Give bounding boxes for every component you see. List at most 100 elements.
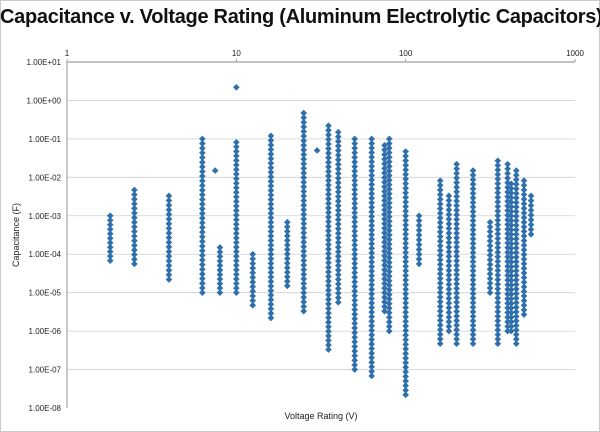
data-point — [351, 218, 358, 226]
data-point — [520, 301, 528, 309]
data-point — [504, 258, 511, 265]
data-point — [368, 359, 375, 366]
data-point — [165, 229, 173, 237]
data-point — [325, 282, 332, 289]
data-point — [368, 363, 375, 371]
data-point — [402, 198, 409, 206]
data-point — [351, 273, 358, 281]
data-point — [504, 188, 511, 196]
data-point — [267, 200, 275, 208]
data-point — [351, 140, 358, 147]
data-point — [233, 207, 240, 214]
data-point — [325, 200, 332, 207]
data-point — [385, 153, 393, 161]
data-point — [334, 239, 342, 246]
data-point — [507, 208, 515, 215]
data-point — [131, 223, 138, 231]
data-point — [527, 211, 535, 219]
data-point — [385, 140, 393, 147]
data-point — [469, 212, 477, 220]
data-point — [300, 224, 308, 232]
data-point — [300, 178, 308, 186]
data-point — [512, 226, 520, 234]
data-point — [507, 254, 515, 261]
data-point — [300, 289, 308, 297]
data-point — [267, 214, 275, 222]
data-point — [494, 299, 502, 306]
data-point — [504, 207, 511, 214]
data-point — [453, 202, 460, 209]
data-point — [436, 205, 444, 212]
data-point — [504, 211, 511, 219]
data-point — [284, 250, 291, 258]
data-point — [300, 169, 308, 177]
data-point — [300, 211, 308, 218]
data-point — [351, 278, 358, 286]
data-point — [445, 201, 453, 209]
data-point — [402, 203, 409, 210]
data-point — [436, 275, 444, 282]
data-point — [334, 225, 342, 233]
data-point — [385, 323, 393, 330]
data-point — [284, 278, 291, 285]
data-point — [520, 241, 528, 249]
data-point — [512, 244, 520, 252]
data-point — [512, 208, 520, 215]
data-point — [453, 322, 460, 329]
data-point — [436, 312, 444, 320]
data-point — [453, 285, 460, 292]
data-point — [300, 215, 308, 223]
data-point — [233, 239, 240, 246]
data-point — [334, 138, 342, 145]
data-point — [520, 195, 528, 203]
data-point — [249, 255, 257, 263]
data-point — [325, 341, 332, 349]
data-point — [325, 250, 332, 257]
data-point — [300, 266, 308, 274]
data-point — [351, 200, 358, 207]
data-point — [381, 174, 388, 181]
y-tick-label: 1.00E-01 — [29, 135, 62, 144]
data-point — [368, 263, 375, 270]
data-point — [494, 162, 502, 169]
data-point — [494, 226, 502, 233]
data-point — [385, 231, 393, 239]
data-point — [507, 198, 515, 206]
data-point — [368, 272, 375, 279]
data-point — [233, 184, 240, 192]
data-point — [507, 217, 515, 224]
data-point — [199, 196, 206, 203]
data-point — [368, 245, 375, 252]
data-point — [504, 313, 511, 321]
data-point — [520, 274, 528, 281]
data-point — [512, 290, 520, 297]
data-point — [453, 165, 460, 173]
data-point — [402, 180, 409, 187]
data-point — [267, 209, 275, 217]
data-point — [486, 233, 494, 240]
data-point — [402, 272, 409, 279]
data-point — [199, 140, 206, 147]
data-point — [453, 234, 460, 242]
data-point — [106, 243, 114, 251]
data-point — [436, 256, 444, 264]
data-point — [512, 240, 520, 247]
data-point — [368, 313, 375, 321]
data-point — [325, 222, 332, 230]
data-point — [520, 186, 528, 194]
data-point — [469, 340, 477, 348]
data-point — [402, 152, 409, 160]
data-point — [385, 309, 393, 317]
data-point — [368, 345, 375, 352]
data-point — [381, 206, 388, 214]
data-point — [512, 313, 520, 320]
data-point — [507, 221, 515, 229]
data-point — [504, 170, 511, 177]
data-point — [486, 265, 494, 273]
data-point — [300, 192, 308, 200]
data-point — [267, 178, 275, 185]
data-point — [351, 144, 358, 152]
data-point — [469, 290, 477, 297]
data-point — [453, 298, 460, 306]
data-point — [415, 222, 423, 229]
